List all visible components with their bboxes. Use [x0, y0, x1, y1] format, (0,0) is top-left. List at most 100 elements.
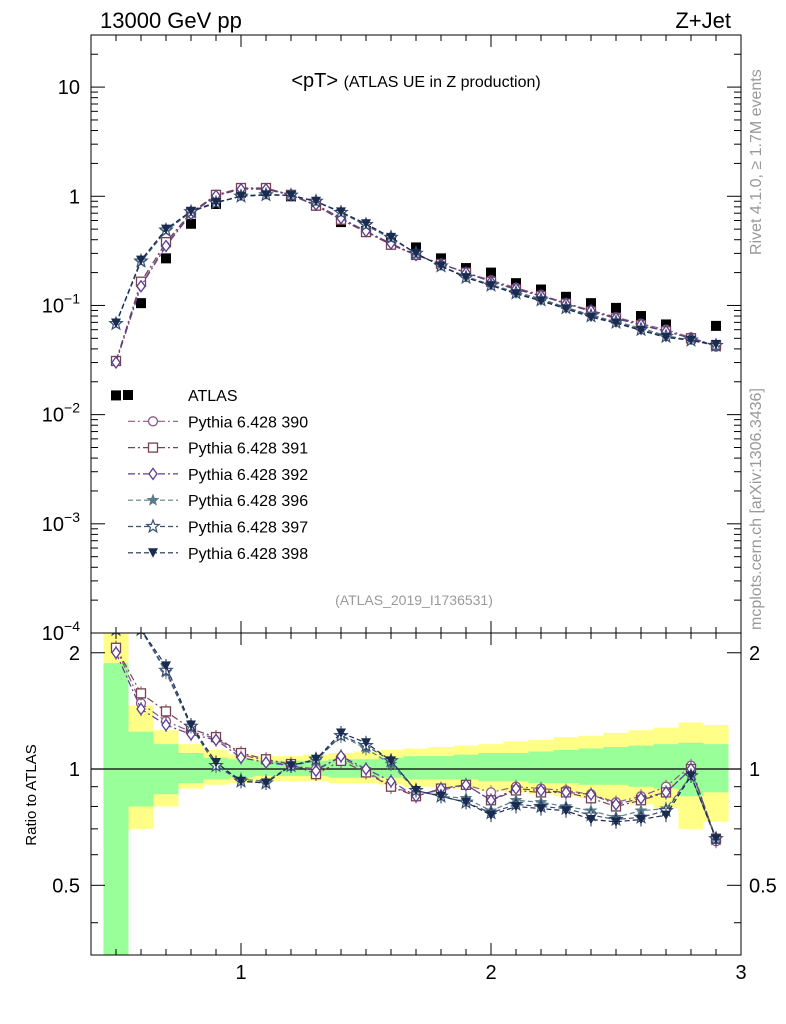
ratio-series-3-point [561, 785, 571, 799]
y-tick-label: 1 [69, 186, 80, 208]
series-6-point [386, 232, 396, 243]
series-6-point [636, 325, 646, 336]
atlas-data-point [161, 253, 171, 264]
series-6-point [611, 318, 621, 329]
ratio-y-tick-label-right: 2 [749, 643, 760, 665]
ratio-series-6-point [636, 815, 646, 825]
ratio-series-6-point [661, 810, 671, 821]
plot-title: <pT> (ATLAS UE in Z production) [291, 70, 540, 92]
ratio-series-6-point [711, 834, 721, 844]
y-tick-label: 10 [58, 77, 80, 99]
x-tick-label: 1 [235, 962, 246, 984]
ratio-panel: 1 2 3 0.5 0.5 1 1 2 2 Ratio to ATLAS [23, 632, 777, 984]
series-6-point [661, 332, 671, 343]
ratio-series-2-point [135, 688, 147, 699]
ratio-series-6-point [411, 785, 421, 796]
atlas-data-point [561, 291, 571, 302]
ratio-series-6-point [336, 728, 346, 738]
legend-marker-6 [148, 548, 158, 558]
legend-label-2: Pythia 6.428 391 [188, 441, 308, 458]
series-6-point [286, 190, 296, 201]
ratio-series-6-point [561, 806, 571, 816]
series-6-point [411, 248, 421, 259]
series-6-point [111, 318, 121, 329]
ratio-series-6-point [461, 797, 471, 808]
legend-label-6: Pythia 6.428 398 [188, 546, 308, 563]
ratio-series-3-point [186, 727, 196, 741]
series-6-point [586, 312, 596, 323]
ratio-y-tick-label: 2 [69, 643, 80, 665]
series-3-point [161, 239, 171, 253]
atlas-data-point [486, 267, 496, 278]
ratio-ylabel: Ratio to ATLAS [23, 744, 40, 845]
ratio-series-3-point [211, 733, 221, 747]
ratio-y-tick-label: 1 [69, 759, 80, 781]
series-3-point [111, 355, 121, 370]
ratio-series-3-point [336, 749, 346, 763]
legend-label-3: Pythia 6.428 392 [188, 467, 308, 484]
legend-label-atlas: ATLAS [188, 388, 238, 405]
legend-marker-4 [146, 493, 160, 506]
series-6-point [261, 190, 271, 200]
atlas-data-point [611, 302, 621, 313]
legend-marker-2 [147, 442, 159, 453]
series-6-point [161, 224, 171, 235]
atlas-data-point [136, 298, 146, 309]
series-6-point [236, 191, 246, 202]
ratio-series-3-point [361, 762, 371, 776]
atlas-data-point [711, 320, 721, 331]
ratio-series-3-point [386, 774, 396, 788]
ratio-series-3-point [111, 646, 121, 660]
series-6-point [311, 196, 321, 207]
series-6-point [711, 339, 721, 350]
y-tick-label: 10−3 [42, 509, 80, 536]
legend-label-1: Pythia 6.428 390 [188, 414, 308, 431]
series-6-point [361, 219, 371, 229]
ratio-series-6-point [286, 761, 296, 771]
series-6-point [536, 296, 546, 306]
ratio-series-3-point [461, 778, 471, 792]
ratio-series-3-point [311, 764, 321, 778]
atlas-data-point [661, 319, 671, 330]
series-3-point [136, 279, 146, 293]
ratio-series-6-point [161, 661, 171, 671]
series-6-point [461, 273, 471, 283]
ratio-series-6-point [686, 771, 696, 781]
ratio-series-6-point [261, 778, 271, 789]
ratio-series-6-point [186, 720, 196, 731]
ratio-series-6-point [536, 804, 546, 814]
ratio-series-6-point [486, 810, 496, 821]
series-6-point [211, 197, 221, 208]
legend-marker-5 [145, 518, 161, 534]
ratio-series-6-point [311, 754, 321, 765]
header-process: Z+Jet [675, 8, 731, 33]
analysis-id: (ATLAS_2019_I1736531) [335, 592, 493, 608]
atlas-data-point [186, 218, 196, 229]
header-energy: 13000 GeV pp [100, 8, 242, 33]
series-6-point [561, 304, 571, 314]
ratio-series-6-point [211, 757, 221, 768]
legend-marker-atlas [123, 390, 133, 400]
uncertainty-band-outer [103, 633, 729, 955]
ratio-series-6-point [236, 776, 246, 787]
series-6-point [186, 206, 196, 217]
legend-label-5: Pythia 6.428 397 [188, 520, 308, 537]
ratio-series-6-point [511, 801, 521, 812]
ratio-series-6-point [611, 817, 621, 827]
atlas-data-point [636, 311, 646, 322]
main-panel: 10−4 10−3 10−2 10−1 1 10 <pT> (ATLAS UE in Z … [42, 34, 742, 645]
ratio-series-2-point [160, 706, 172, 717]
series-6-point [336, 207, 346, 217]
ratio-series-6-point [386, 756, 396, 766]
series-6-point [686, 335, 696, 346]
x-tick-label: 2 [485, 962, 496, 984]
ratio-series-6-point [586, 815, 596, 825]
series-6-point [486, 281, 496, 291]
atlas-data-point [111, 390, 121, 401]
series-6-point [436, 261, 446, 271]
ratio-series-3-point [136, 702, 146, 716]
y-tick-label: 10−1 [42, 290, 80, 317]
ratio-series-3-point [161, 718, 171, 732]
ratio-y-tick-label-right: 1 [749, 759, 760, 781]
